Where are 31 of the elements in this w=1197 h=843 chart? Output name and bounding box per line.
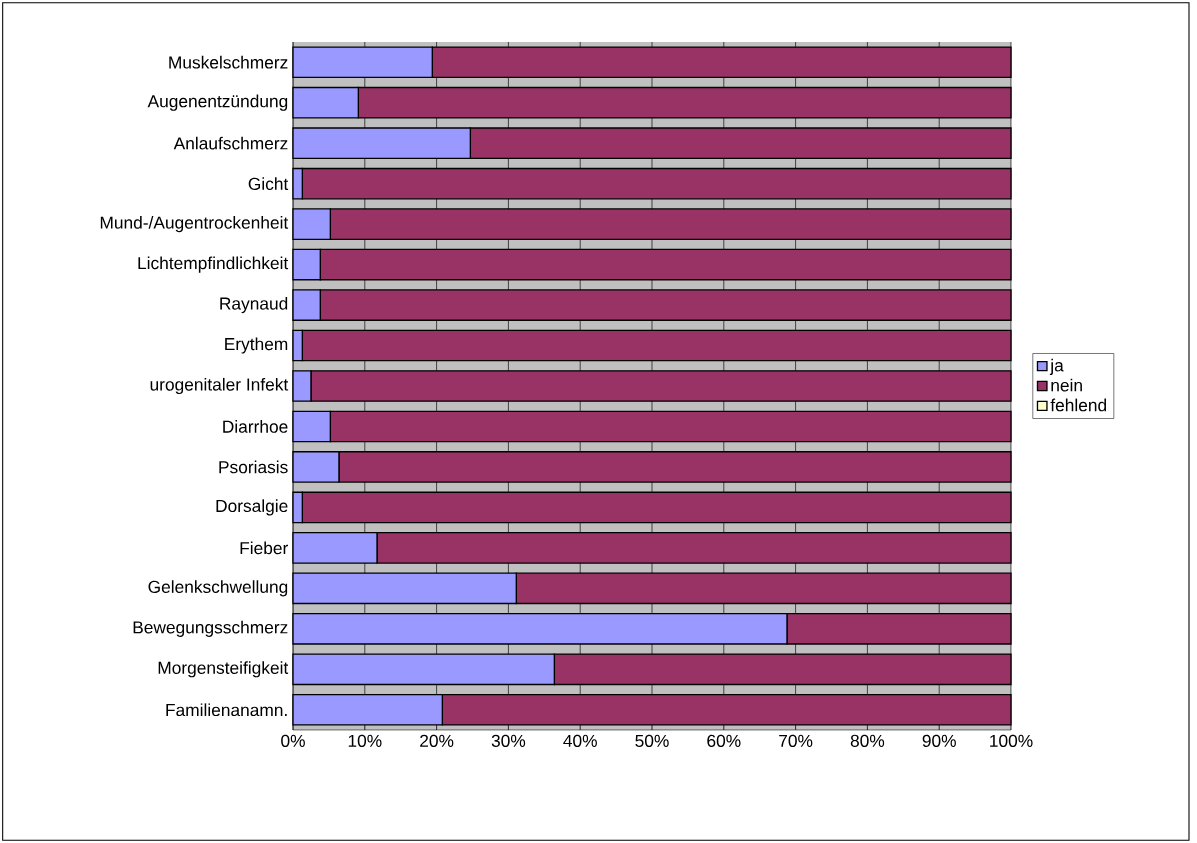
y-tick-label: Anlaufschmerz [173, 136, 288, 150]
y-tick-label: Raynaud [220, 296, 288, 314]
y-tick-label: Psoriasis [219, 460, 288, 474]
y-tick-label: Morgensteifigkeit [158, 661, 289, 678]
x-tick-label: 20% [420, 734, 454, 747]
x-tick-label: 90% [922, 734, 956, 747]
y-tick-label: Erythem [225, 337, 288, 354]
y-tick-label: Fieber [240, 541, 288, 555]
y-tick-label: Lichtempfindlichkeit [138, 256, 289, 273]
x-tick-label: 50% [635, 734, 669, 747]
y-tick-label: Dorsalgie [216, 499, 288, 516]
y-tick-label: Muskelschmerz [169, 55, 288, 69]
y-tick-label: Augenentzündung [147, 94, 288, 111]
y-tick-label: Gelenkschwellung [148, 580, 288, 597]
x-tick-label: 40% [563, 734, 597, 747]
y-tick-label: Gicht [248, 177, 289, 191]
y-tick-label: Familienanamn. [166, 703, 287, 717]
legend-label: fehlend [1050, 398, 1107, 412]
x-tick-label: 30% [491, 734, 526, 747]
x-tick-label: 60% [707, 734, 741, 747]
x-tick-label: 100% [990, 734, 1033, 747]
y-tick-label: urogenitaler Infekt [150, 377, 289, 395]
y-tick-label: Bewegungsschmerz [133, 620, 288, 637]
legend-label: ja [1049, 358, 1064, 375]
x-tick-label: 80% [850, 734, 885, 747]
legend-label: nein [1051, 378, 1082, 392]
x-tick-label: 10% [348, 734, 382, 747]
x-tick-label: 70% [779, 734, 813, 747]
x-tick-label: 0% [281, 734, 305, 747]
y-tick-label: Diarrhoe [223, 420, 288, 433]
y-tick-label: Mund-/Augentrockenheit [100, 216, 289, 233]
